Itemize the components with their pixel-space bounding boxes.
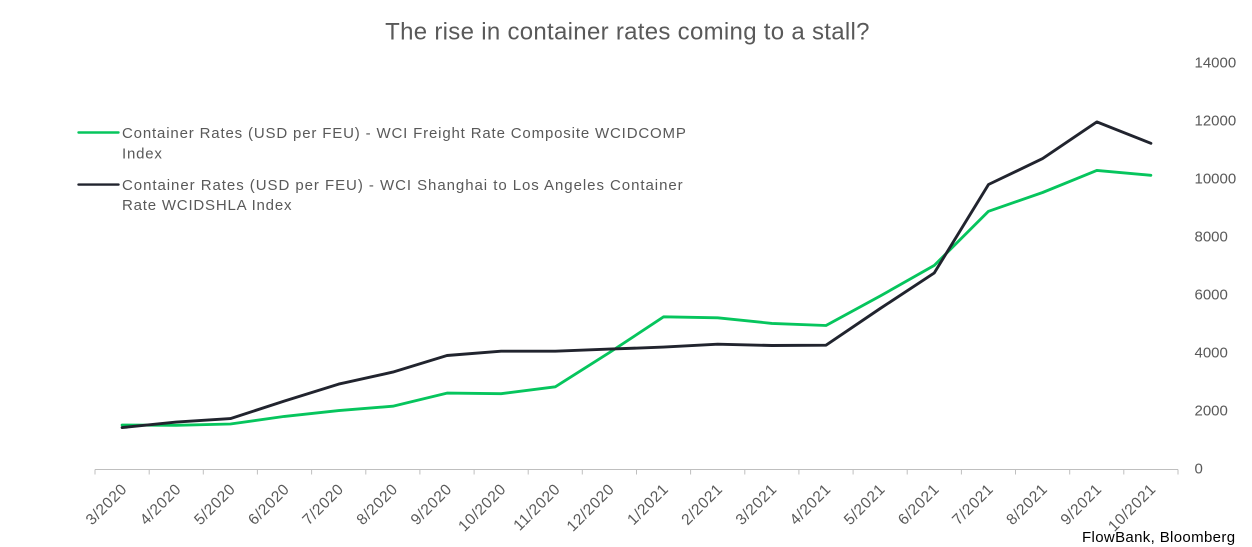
svg-text:4/2021: 4/2021 <box>787 481 835 529</box>
svg-text:4/2020: 4/2020 <box>137 481 185 529</box>
svg-text:Rate WCIDSHLA Index: Rate WCIDSHLA Index <box>122 197 292 214</box>
svg-text:7/2020: 7/2020 <box>299 481 347 529</box>
svg-text:Container Rates (USD per FEU): Container Rates (USD per FEU) - WCI Shan… <box>122 177 684 194</box>
svg-text:3/2021: 3/2021 <box>733 481 781 529</box>
svg-text:2/2021: 2/2021 <box>678 481 726 529</box>
svg-text:The rise in container rates co: The rise in container rates coming to a … <box>385 19 870 46</box>
svg-text:6000: 6000 <box>1195 287 1228 304</box>
svg-text:12/2020: 12/2020 <box>564 481 618 535</box>
svg-text:8000: 8000 <box>1195 229 1228 246</box>
svg-text:5/2021: 5/2021 <box>841 481 889 529</box>
svg-text:3/2020: 3/2020 <box>83 481 131 529</box>
svg-text:Index: Index <box>122 146 163 163</box>
svg-text:5/2020: 5/2020 <box>191 481 239 529</box>
svg-text:10/2020: 10/2020 <box>455 481 509 535</box>
svg-text:2000: 2000 <box>1195 403 1228 420</box>
svg-text:7/2021: 7/2021 <box>949 481 997 529</box>
svg-text:6/2021: 6/2021 <box>895 481 943 529</box>
svg-text:6/2020: 6/2020 <box>245 481 293 529</box>
svg-text:10/2021: 10/2021 <box>1105 481 1159 535</box>
svg-text:11/2020: 11/2020 <box>510 481 564 535</box>
svg-text:14000: 14000 <box>1195 55 1237 72</box>
svg-text:0: 0 <box>1195 461 1203 478</box>
svg-text:9/2020: 9/2020 <box>408 481 456 529</box>
svg-text:FlowBank, Bloomberg: FlowBank, Bloomberg <box>1082 529 1235 546</box>
svg-text:12000: 12000 <box>1195 113 1237 130</box>
svg-text:1/2021: 1/2021 <box>624 481 672 529</box>
svg-text:9/2021: 9/2021 <box>1058 481 1106 529</box>
svg-text:Container Rates (USD per FEU): Container Rates (USD per FEU) - WCI Frei… <box>122 125 687 142</box>
svg-text:8/2021: 8/2021 <box>1003 481 1051 529</box>
svg-text:8/2020: 8/2020 <box>354 481 402 529</box>
svg-text:4000: 4000 <box>1195 345 1228 362</box>
svg-text:10000: 10000 <box>1195 171 1237 188</box>
